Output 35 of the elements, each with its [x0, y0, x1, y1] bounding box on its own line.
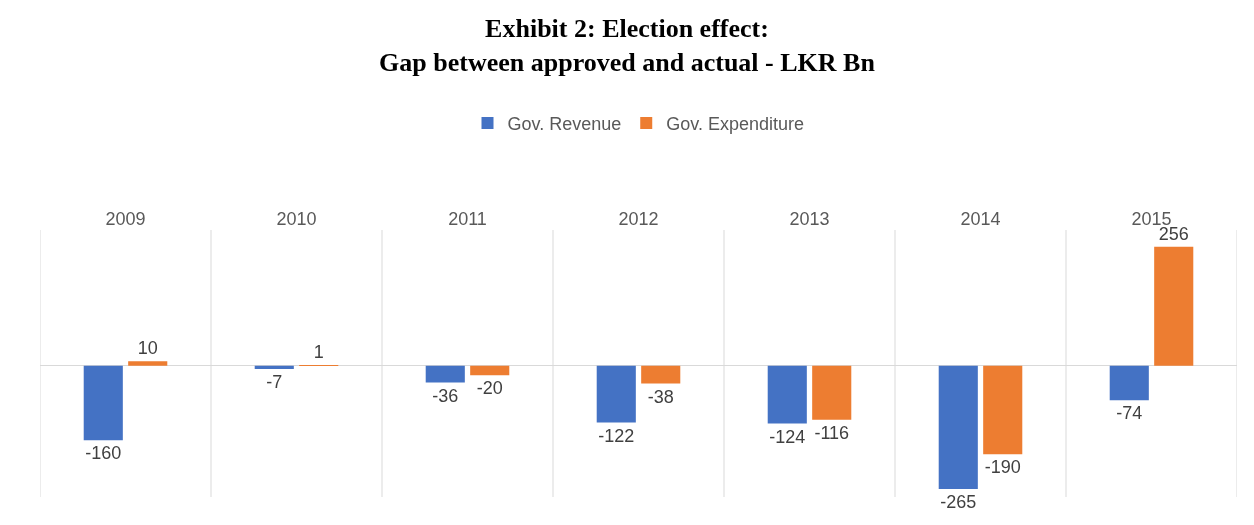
chart-title: Exhibit 2: Election effect: Gap between approved and actual - LKR Bn	[379, 13, 876, 77]
bar	[641, 365, 681, 384]
data-label: -190	[984, 457, 1021, 478]
data-label: 10	[137, 338, 158, 359]
bar	[470, 365, 510, 376]
bar	[983, 365, 1023, 455]
data-label: -38	[647, 386, 674, 407]
bar	[812, 365, 852, 420]
bar	[596, 365, 636, 423]
bar	[425, 365, 465, 383]
data-label: -124	[769, 426, 806, 447]
bar	[128, 361, 168, 366]
data-label: -36	[432, 385, 459, 406]
x-tick-label: 2012	[618, 209, 659, 230]
bar	[254, 365, 294, 370]
bar	[1109, 365, 1149, 401]
bar	[767, 365, 807, 424]
data-label: -265	[940, 492, 977, 513]
data-label: -20	[476, 378, 503, 399]
legend-label: Gov. Revenue	[507, 114, 622, 135]
data-label: 1	[313, 342, 324, 362]
x-tick-label: 2009	[105, 209, 146, 230]
bar	[83, 365, 123, 441]
x-tick-label: 2010	[276, 209, 317, 230]
legend-label: Gov. Expenditure	[666, 114, 804, 135]
bar	[1154, 246, 1194, 366]
data-label: -160	[85, 443, 122, 464]
bar	[938, 365, 978, 490]
x-tick-label: 2013	[789, 209, 830, 230]
data-label: -74	[1116, 403, 1143, 424]
data-label: -116	[814, 422, 850, 443]
data-label: -122	[598, 425, 635, 446]
data-label: -7	[266, 372, 283, 393]
x-tick-label: 2011	[448, 209, 487, 230]
x-tick-label: 2014	[960, 209, 1001, 230]
